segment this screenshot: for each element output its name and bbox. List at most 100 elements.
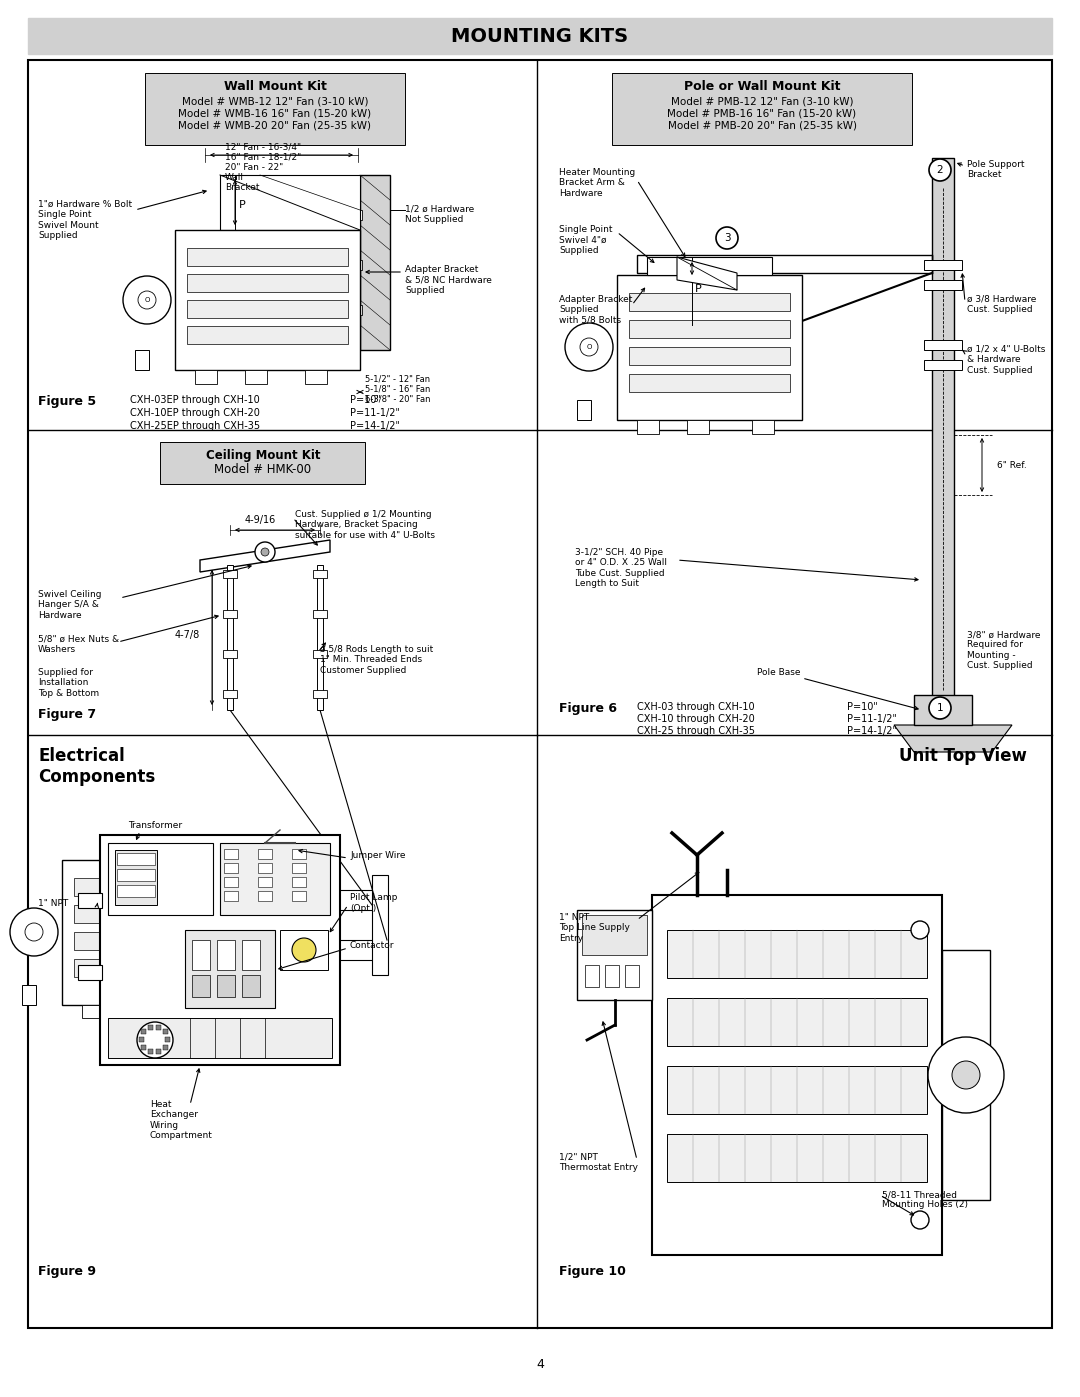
- Text: Model # WMB-12 12" Fan (3-10 kW)
Model # WMB-16 16" Fan (15-20 kW)
Model # WMB-2: Model # WMB-12 12" Fan (3-10 kW) Model #…: [178, 96, 372, 130]
- Text: Wall
Bracket: Wall Bracket: [225, 173, 259, 193]
- Bar: [82, 1004, 102, 1018]
- Circle shape: [25, 923, 43, 942]
- Bar: [629, 374, 789, 393]
- Text: CXH-03 through CXH-10: CXH-03 through CXH-10: [637, 703, 755, 712]
- Bar: [348, 305, 362, 314]
- Bar: [22, 985, 36, 1004]
- Bar: [257, 940, 387, 960]
- Text: 4-9/16: 4-9/16: [245, 515, 276, 525]
- Text: ø 1/2 x 4" U-Bolts
& Hardware
Cust. Supplied: ø 1/2 x 4" U-Bolts & Hardware Cust. Supp…: [967, 345, 1045, 374]
- Bar: [78, 893, 102, 908]
- Text: Adapter Bracket
Supplied
with 5/8 Bolts: Adapter Bracket Supplied with 5/8 Bolts: [559, 295, 633, 324]
- Text: 1" NPT: 1" NPT: [38, 898, 68, 908]
- Bar: [292, 849, 306, 859]
- Bar: [280, 930, 328, 970]
- Bar: [114, 849, 157, 905]
- Text: 1"ø Hardware % Bolt
Single Point
Swivel Mount
Supplied: 1"ø Hardware % Bolt Single Point Swivel …: [38, 200, 132, 240]
- Bar: [617, 275, 802, 420]
- Text: P=14-1/2": P=14-1/2": [350, 420, 400, 432]
- Bar: [313, 570, 327, 578]
- Bar: [137, 1004, 157, 1018]
- Bar: [141, 1030, 147, 1034]
- Bar: [145, 73, 405, 145]
- Bar: [75, 932, 245, 950]
- Bar: [139, 1037, 144, 1042]
- Text: Swivel Ceiling
Hanger S/A &
Hardware: Swivel Ceiling Hanger S/A & Hardware: [38, 590, 102, 620]
- Bar: [135, 351, 149, 370]
- Circle shape: [138, 291, 156, 309]
- Bar: [637, 420, 659, 434]
- Text: Figure 6: Figure 6: [559, 703, 617, 715]
- Bar: [292, 863, 306, 873]
- Text: P=14-1/2": P=14-1/2": [847, 726, 897, 736]
- Text: 4: 4: [536, 1358, 544, 1370]
- Bar: [582, 915, 647, 956]
- Text: Pole Base: Pole Base: [757, 668, 800, 678]
- Bar: [108, 1018, 332, 1058]
- Bar: [360, 175, 390, 351]
- Bar: [752, 420, 774, 434]
- Text: CXH-03EP through CXH-10: CXH-03EP through CXH-10: [130, 395, 260, 405]
- Bar: [667, 1066, 927, 1113]
- Bar: [156, 1024, 161, 1030]
- Text: O: O: [145, 298, 150, 303]
- Text: Contactor: Contactor: [350, 940, 394, 950]
- Bar: [28, 18, 1052, 54]
- Text: Figure 7: Figure 7: [38, 708, 96, 721]
- Bar: [667, 930, 927, 978]
- Bar: [220, 842, 330, 915]
- Bar: [108, 842, 213, 915]
- Text: 3-1/2" SCH. 40 Pipe
or 4" O.D. X .25 Wall
Tube Cust. Supplied
Length to Suit: 3-1/2" SCH. 40 Pipe or 4" O.D. X .25 Wal…: [575, 548, 667, 588]
- Text: 1/2" NPT
Thermostat Entry: 1/2" NPT Thermostat Entry: [559, 1153, 638, 1172]
- Text: P=11-1/2": P=11-1/2": [847, 714, 897, 724]
- Text: Figure 10: Figure 10: [559, 1266, 626, 1278]
- Text: Model # PMB-12 12" Fan (3-10 kW)
Model # PMB-16 16" Fan (15-20 kW)
Model # PMB-2: Model # PMB-12 12" Fan (3-10 kW) Model #…: [667, 96, 856, 130]
- Bar: [258, 877, 272, 887]
- Text: Jumper Wire: Jumper Wire: [350, 851, 405, 859]
- Text: P=10": P=10": [350, 395, 381, 405]
- Bar: [313, 610, 327, 617]
- Bar: [75, 877, 245, 895]
- Circle shape: [716, 226, 738, 249]
- Bar: [187, 249, 348, 265]
- Text: MOUNTING KITS: MOUNTING KITS: [451, 27, 629, 46]
- Bar: [187, 326, 348, 344]
- Bar: [117, 886, 156, 897]
- Bar: [652, 895, 942, 1255]
- Bar: [224, 877, 238, 887]
- Bar: [372, 875, 388, 975]
- Bar: [117, 854, 156, 865]
- Text: Pilot Lamp
(Opt.): Pilot Lamp (Opt.): [350, 893, 397, 912]
- Bar: [141, 1045, 147, 1049]
- Text: 1: 1: [936, 703, 943, 712]
- Text: P=11-1/2": P=11-1/2": [350, 408, 400, 418]
- Bar: [227, 564, 233, 710]
- Bar: [629, 293, 789, 312]
- Text: P=10": P=10": [847, 703, 878, 712]
- Bar: [187, 300, 348, 319]
- Text: Figure 9: Figure 9: [38, 1266, 96, 1278]
- Circle shape: [261, 548, 269, 556]
- Bar: [612, 73, 912, 145]
- Bar: [629, 320, 789, 338]
- Bar: [637, 256, 932, 272]
- Bar: [924, 339, 962, 351]
- Polygon shape: [220, 175, 360, 231]
- Bar: [647, 257, 772, 275]
- Text: Figure 5: Figure 5: [38, 395, 96, 408]
- Bar: [625, 965, 639, 988]
- Text: Adapter Bracket
& 5/8 NC Hardware
Supplied: Adapter Bracket & 5/8 NC Hardware Suppli…: [405, 265, 491, 295]
- Bar: [78, 965, 102, 981]
- Bar: [258, 891, 272, 901]
- Text: CXH-10EP through CXH-20: CXH-10EP through CXH-20: [130, 408, 260, 418]
- Bar: [117, 869, 156, 882]
- Bar: [305, 370, 327, 384]
- Text: CXH-10 through CXH-20: CXH-10 through CXH-20: [637, 714, 755, 724]
- Bar: [175, 231, 360, 370]
- Bar: [585, 965, 599, 988]
- Text: Heater Mounting
Bracket Arm &
Hardware: Heater Mounting Bracket Arm & Hardware: [559, 168, 635, 198]
- Bar: [148, 1049, 153, 1055]
- Polygon shape: [200, 541, 330, 571]
- Bar: [224, 849, 238, 859]
- Bar: [577, 909, 652, 1000]
